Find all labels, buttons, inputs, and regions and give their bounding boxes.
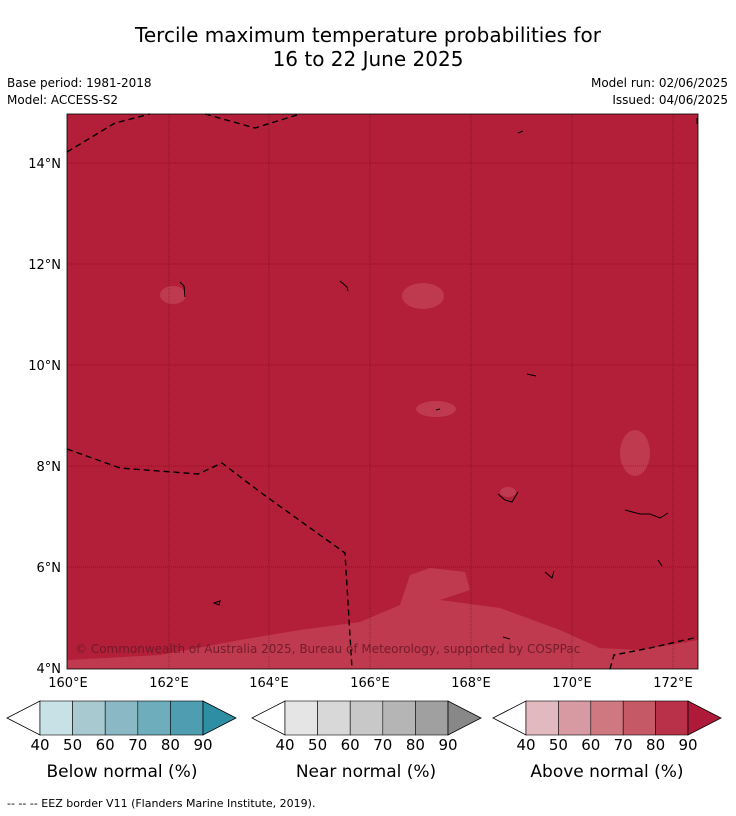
- eez-border-north-2: [204, 113, 301, 129]
- colorbar-above-normal: [492, 700, 722, 736]
- colorbar-swatch: [382, 700, 416, 736]
- colorbar-swatch: [590, 700, 624, 736]
- island-outlines: [179, 118, 698, 640]
- gridlines: [67, 114, 698, 669]
- island-outline: [657, 559, 663, 567]
- colorbar-extend-high: [687, 700, 722, 736]
- colorbar-extend-low: [6, 700, 41, 736]
- colorbar-below-normal-title: Below normal (%): [46, 762, 198, 782]
- colorbar-above-normal-title: Above normal (%): [530, 762, 684, 782]
- colorbar-tick: 80: [405, 736, 425, 754]
- island-outline: [339, 280, 349, 292]
- colorbar-swatch: [558, 700, 592, 736]
- colorbar-swatch: [137, 700, 171, 736]
- lat-label: 4°N: [37, 662, 62, 677]
- lat-label: 10°N: [28, 359, 61, 374]
- colorbar-swatch: [525, 700, 559, 736]
- map-title-line-2: 16 to 22 June 2025: [272, 47, 464, 71]
- patch-south: [67, 568, 698, 669]
- colorbar-swatch: [622, 700, 656, 736]
- colorbar-extend-low: [251, 700, 286, 736]
- colorbar-swatch: [349, 700, 384, 736]
- colorbar-tick: 50: [63, 736, 83, 754]
- patch-island-3: [416, 401, 456, 417]
- island-outline: [526, 373, 537, 377]
- colorbar-swatch: [72, 700, 106, 736]
- colorbar-tick: 80: [646, 736, 666, 754]
- colorbar-tick: 90: [678, 736, 698, 754]
- lon-label: 160°E: [48, 676, 88, 691]
- colorbar-extend-high: [202, 700, 237, 736]
- model-run: Model run: 02/06/2025: [590, 76, 728, 90]
- map-area: [67, 114, 698, 669]
- colorbar-tick: 70: [373, 736, 393, 754]
- colorbar-swatch: [284, 700, 318, 736]
- map-frame: [66, 113, 699, 670]
- island-outline: [435, 408, 441, 411]
- eez-borders: [66, 113, 699, 670]
- base-period: Base period: 1981-2018: [7, 76, 152, 90]
- island-outline: [179, 281, 186, 298]
- colorbar-tick: 60: [581, 736, 601, 754]
- patch-island-5: [500, 487, 516, 497]
- longitude-labels: 160°E 162°E 164°E 166°E 168°E 170°E 172°…: [48, 676, 693, 691]
- lon-label: 168°E: [451, 676, 491, 691]
- colorbar-tick: 70: [613, 736, 633, 754]
- patch-island-4: [620, 430, 650, 476]
- island-outline: [517, 130, 524, 134]
- probability-patches: [67, 283, 698, 669]
- colorbar-tick: 70: [128, 736, 148, 754]
- colorbar-swatch: [104, 700, 139, 736]
- map-title-line-1: Tercile maximum temperature probabilitie…: [135, 23, 601, 47]
- eez-border-southeast: [609, 636, 699, 670]
- lon-label: 166°E: [350, 676, 390, 691]
- colorbar-tick: 90: [438, 736, 458, 754]
- colorbar-tick: 40: [30, 736, 50, 754]
- colorbar-near-normal-title: Near normal (%): [295, 762, 437, 782]
- colorbar-swatch: [39, 700, 73, 736]
- copyright-notice: © Commonwealth of Australia 2025, Bureau…: [75, 642, 580, 656]
- island-outline: [502, 636, 511, 640]
- colorbar-tick: 40: [275, 736, 295, 754]
- colorbar-tick: 80: [160, 736, 180, 754]
- colorbar-extend-high: [447, 700, 482, 736]
- island-outline: [497, 491, 519, 503]
- island-outline: [544, 570, 555, 579]
- lon-label: 170°E: [552, 676, 592, 691]
- model-name: Model: ACCESS-S2: [7, 93, 119, 107]
- lon-label: 172°E: [653, 676, 693, 691]
- issued-date: Issued: 04/06/2025: [612, 93, 728, 107]
- colorbar-tick: 50: [548, 736, 568, 754]
- colorbar-tick: 40: [516, 736, 536, 754]
- patch-island-2: [402, 283, 444, 309]
- colorbar-near-normal: [251, 700, 482, 736]
- island-outline: [212, 600, 221, 606]
- colorbar-tick: 60: [340, 736, 360, 754]
- island-outline: [624, 509, 669, 519]
- patch-island-1: [160, 286, 186, 304]
- lat-label: 12°N: [28, 258, 61, 273]
- colorbar-tick: 60: [95, 736, 115, 754]
- lat-label: 14°N: [28, 157, 61, 172]
- eez-border-west: [66, 448, 353, 670]
- colorbar-below-normal: [6, 700, 237, 736]
- eez-border-footnote: -- -- -- EEZ border V11 (Flanders Marine…: [7, 797, 316, 810]
- colorbar-swatch: [170, 700, 204, 736]
- colorbar-tick: 50: [308, 736, 328, 754]
- colorbar-swatch: [415, 700, 449, 736]
- lon-label: 164°E: [249, 676, 289, 691]
- eez-border-north: [66, 113, 151, 153]
- colorbar-swatch: [655, 700, 689, 736]
- lat-label: 8°N: [37, 460, 62, 475]
- colorbar-tick: 90: [193, 736, 213, 754]
- colorbar-swatch: [317, 700, 351, 736]
- latitude-labels: 14°N 12°N 10°N 8°N 6°N 4°N: [28, 157, 61, 677]
- lat-label: 6°N: [37, 561, 62, 576]
- colorbar-extend-low: [492, 700, 527, 736]
- lon-label: 162°E: [149, 676, 189, 691]
